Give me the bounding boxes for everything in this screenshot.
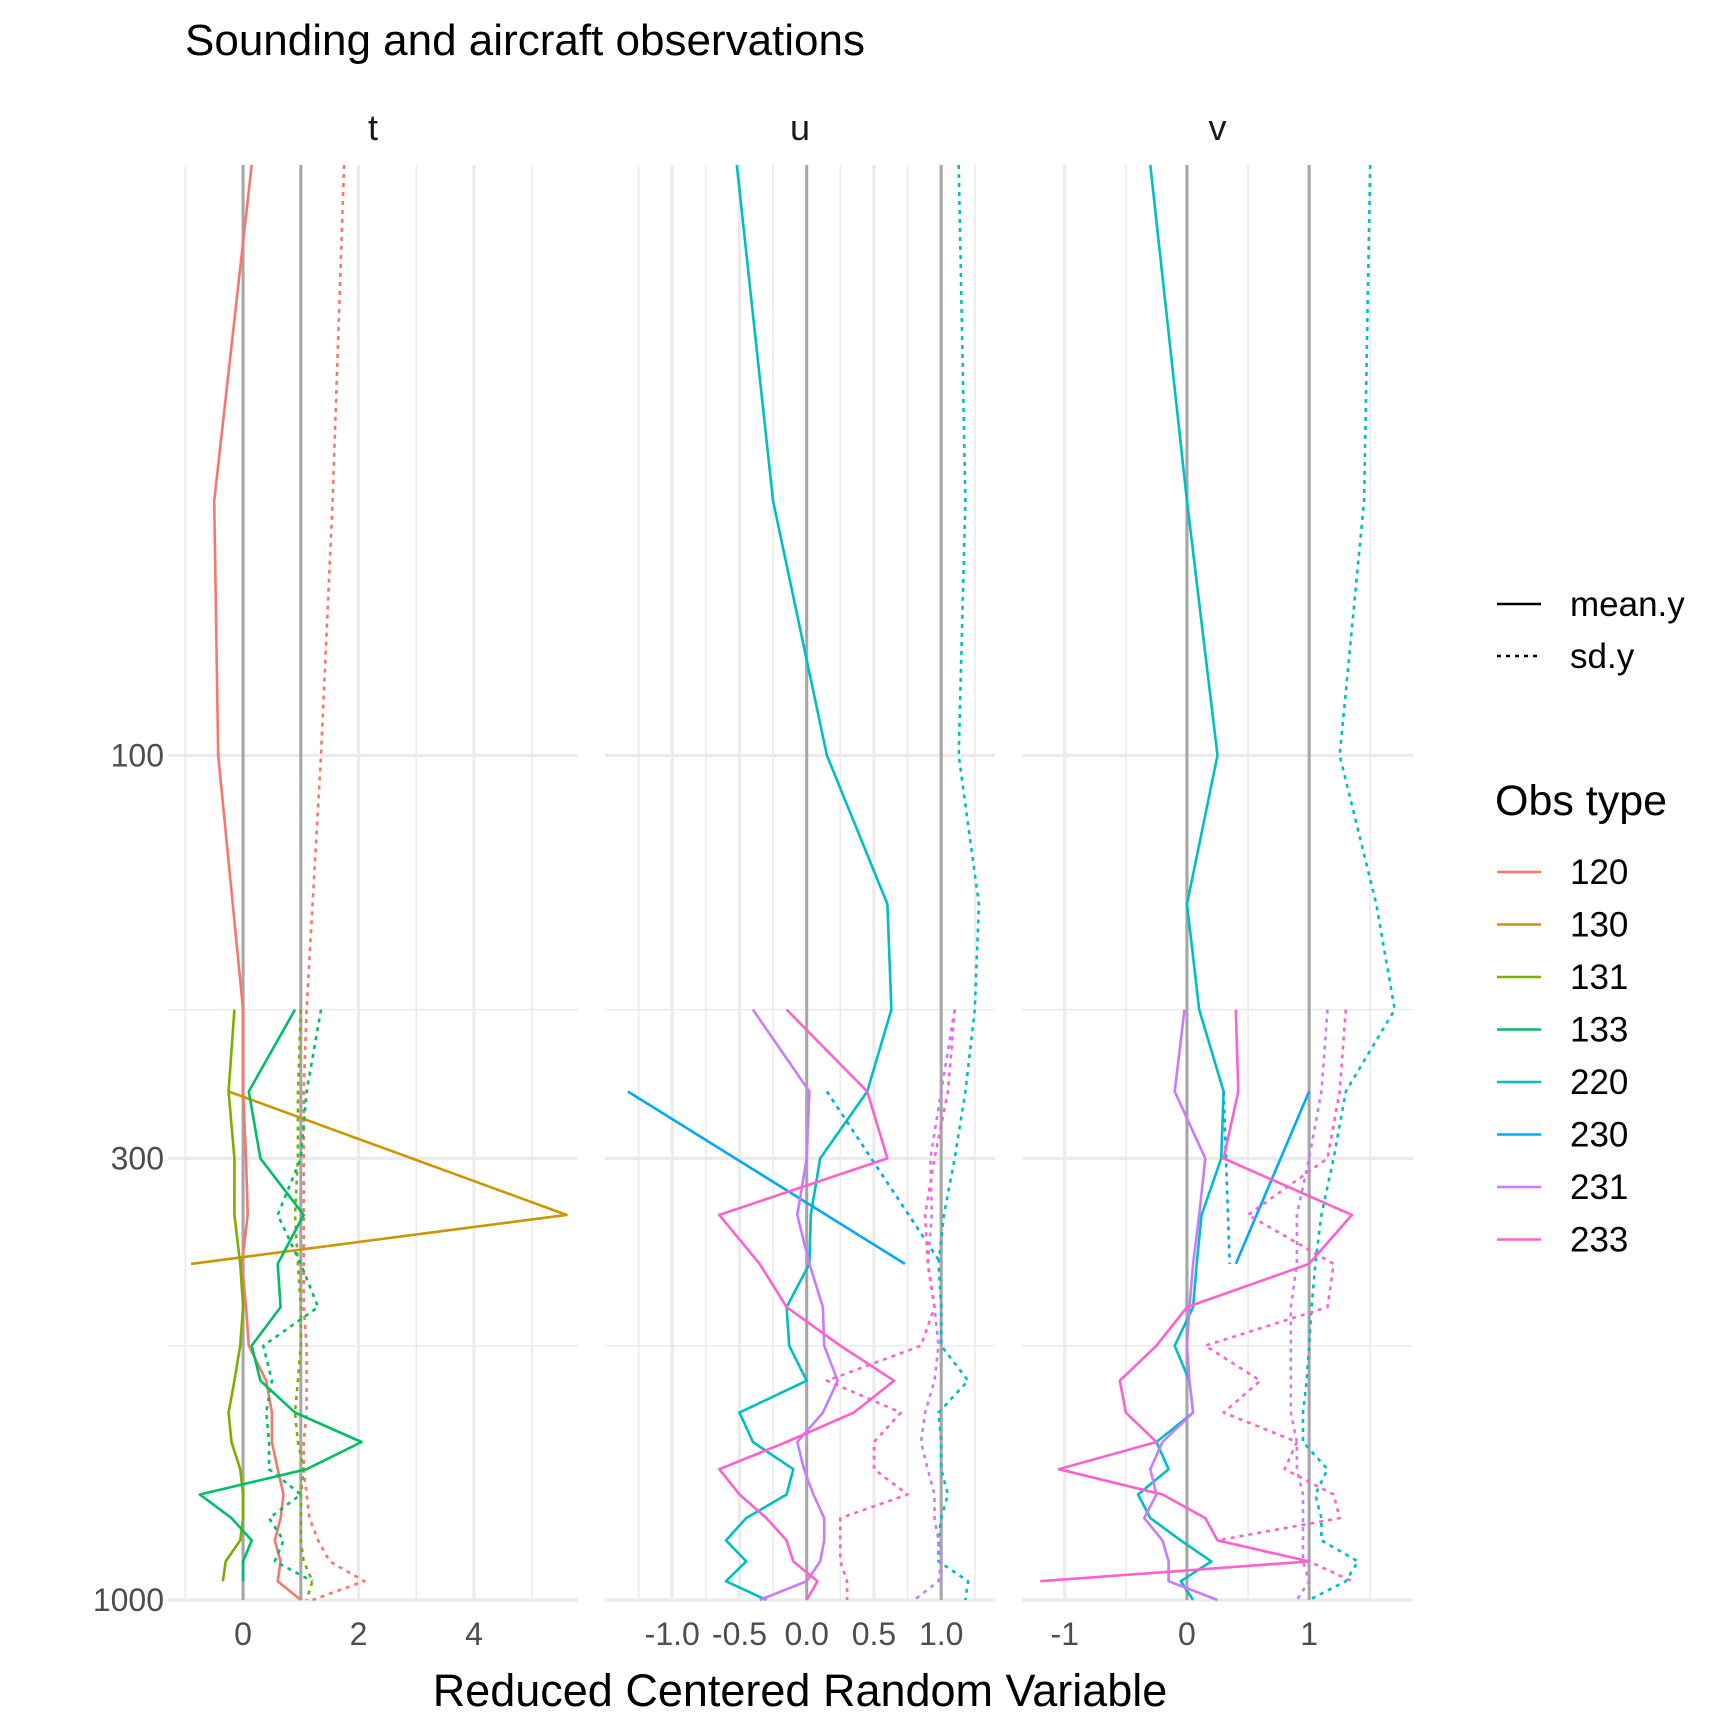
legend-label-231: 231 [1570, 1168, 1628, 1207]
y-tick-label: 1000 [93, 1582, 164, 1618]
x-tick-label: -1.0 [645, 1616, 700, 1652]
x-tick-label: 2 [350, 1616, 368, 1652]
color-legend: Obs type 120 130 131 133 220 230 231 233 [1495, 777, 1667, 1260]
legend-label-130: 130 [1570, 906, 1628, 945]
series-line-t-130-mean-y [190, 1090, 568, 1266]
series-line-t-120-sd-y [302, 164, 366, 1602]
legend-label-220: 220 [1570, 1063, 1628, 1102]
panel-v: v -1 0 1 [1022, 107, 1413, 1652]
strip-label-v: v [1209, 107, 1227, 148]
x-tick-label: -1 [1051, 1616, 1079, 1652]
x-tick-label: 0.0 [784, 1616, 828, 1652]
series-line-v-233-sd-y [1204, 1009, 1353, 1583]
legend-label-230: 230 [1570, 1116, 1628, 1155]
series-line-t-133-mean-y [198, 1008, 363, 1582]
series-line-u-231-mean-y [751, 1008, 840, 1602]
panel-t: t 0 2 4 [168, 107, 578, 1652]
series-line-v-231-sd-y [1289, 1009, 1329, 1601]
linetype-legend: mean.y sd.y [1497, 585, 1685, 676]
strip-label-u: u [790, 107, 810, 148]
x-axis-title: Reduced Centered Random Variable [433, 1665, 1168, 1716]
panel-u: u -1.0 -0.5 0.0 0.5 1.0 [605, 107, 995, 1652]
legends: mean.y sd.y Obs type 120 130 131 133 220 230 231 2… [1495, 585, 1685, 1260]
series-line-v-231-mean-y [1142, 1009, 1218, 1602]
x-tick-label: 0 [1178, 1616, 1196, 1652]
legend-title: Obs type [1495, 777, 1667, 825]
legend-label-233: 233 [1570, 1221, 1628, 1260]
series-line-t-120-mean-y [212, 164, 302, 1602]
series-line-u-220-sd-y [937, 164, 981, 1601]
legend-label-131: 131 [1570, 958, 1628, 997]
x-tick-label: 0.5 [852, 1616, 896, 1652]
series-line-v-220-sd-y [1301, 164, 1396, 1602]
series-line-v-230-sd-y [1222, 1091, 1231, 1264]
series-line-v-220-mean-y [1136, 164, 1225, 1601]
series-line-v-233-mean-y [1040, 1009, 1354, 1583]
series-line-u-233-sd-y [825, 1009, 956, 1600]
series-line-u-220-mean-y [724, 164, 893, 1602]
series-line-u-231-sd-y [913, 1009, 956, 1602]
series-line-t-131-sd-y [293, 1009, 314, 1601]
x-tick-label: 1 [1300, 1616, 1318, 1652]
y-tick-label: 100 [111, 737, 164, 773]
chart-title: Sounding and aircraft observations [185, 16, 865, 65]
x-tick-label: 1.0 [919, 1616, 963, 1652]
legend-label-sd-y: sd.y [1570, 637, 1635, 676]
legend-label-120: 120 [1570, 853, 1628, 892]
x-tick-label: 0 [234, 1616, 252, 1652]
y-tick-label: 300 [111, 1140, 164, 1176]
series-line-v-230-mean-y [1234, 1090, 1311, 1265]
legend-label-mean-y: mean.y [1570, 585, 1685, 624]
legend-label-133: 133 [1570, 1011, 1628, 1050]
series-line-u-230-mean-y [627, 1090, 906, 1266]
x-tick-label: 4 [465, 1616, 483, 1652]
x-tick-label: -0.5 [712, 1616, 767, 1652]
series-line-t-133-sd-y [261, 1009, 323, 1583]
panels: t 0 2 4 u -1.0 -0.5 0.0 0.5 1.0 v -1 0 1 100 300 1000 [93, 107, 1413, 1652]
series-line-u-233-mean-y [717, 1008, 896, 1601]
series-line-u-230-sd-y [825, 1090, 943, 1265]
strip-label-t: t [368, 107, 378, 148]
